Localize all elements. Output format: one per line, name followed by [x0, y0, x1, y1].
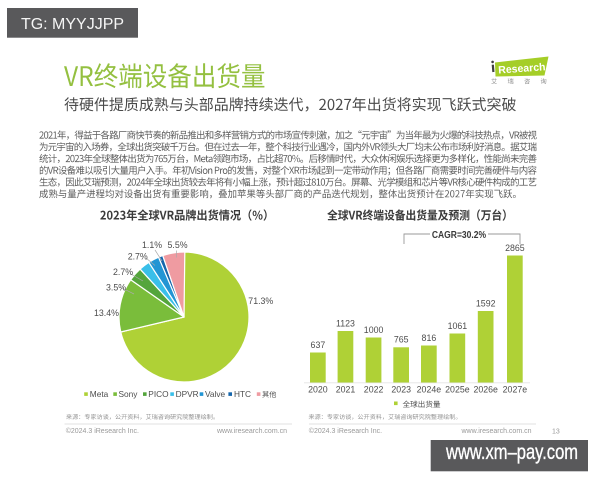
- svg-text:Sony: Sony: [119, 389, 139, 399]
- svg-text:2020: 2020: [308, 384, 328, 394]
- svg-text:HTC: HTC: [234, 389, 251, 399]
- svg-text:13.4%: 13.4%: [94, 308, 119, 318]
- svg-text:www.iresearch.com.cn: www.iresearch.com.cn: [216, 428, 287, 435]
- svg-text:1000: 1000: [364, 325, 384, 335]
- svg-text:Valve: Valve: [205, 389, 226, 399]
- svg-text:765: 765: [394, 335, 409, 345]
- svg-text:PICO: PICO: [148, 389, 169, 399]
- svg-text:TG: MYYJJPP: TG: MYYJJPP: [21, 16, 124, 33]
- svg-text:1592: 1592: [476, 298, 496, 308]
- svg-text:1061: 1061: [448, 321, 468, 331]
- svg-text:©2024.3 iResearch Inc.: ©2024.3 iResearch Inc.: [66, 427, 139, 435]
- svg-text:637: 637: [311, 340, 326, 350]
- svg-text:2026e: 2026e: [473, 384, 498, 394]
- svg-text:2021: 2021: [336, 384, 356, 394]
- svg-text:Meta: Meta: [90, 389, 109, 399]
- svg-text:www.iresearch.com.cn: www.iresearch.com.cn: [460, 428, 531, 435]
- svg-text:5.5%: 5.5%: [168, 240, 188, 250]
- svg-text:www.xm–pay.com: www.xm–pay.com: [445, 441, 578, 465]
- svg-text:2027e: 2027e: [503, 384, 528, 394]
- svg-text:3.5%: 3.5%: [106, 283, 126, 293]
- svg-text:71.3%: 71.3%: [248, 296, 273, 306]
- svg-text:Research: Research: [498, 61, 546, 76]
- svg-text:13: 13: [552, 429, 560, 436]
- svg-text:2.7%: 2.7%: [128, 252, 148, 262]
- svg-text:2023: 2023: [391, 384, 411, 394]
- svg-text:©2024.3 iResearch Inc.: ©2024.3 iResearch Inc.: [309, 427, 382, 435]
- svg-text:2025e: 2025e: [445, 384, 470, 394]
- svg-text:816: 816: [422, 333, 437, 343]
- svg-text:1123: 1123: [336, 318, 355, 328]
- svg-text:1.1%: 1.1%: [142, 240, 162, 250]
- svg-text:DPVR: DPVR: [176, 389, 199, 399]
- svg-text:2022: 2022: [364, 384, 384, 394]
- svg-text:2865: 2865: [505, 243, 525, 253]
- svg-text:2.7%: 2.7%: [113, 267, 133, 277]
- svg-text:CAGR=30.2%: CAGR=30.2%: [432, 229, 487, 241]
- svg-text:2024e: 2024e: [417, 384, 442, 394]
